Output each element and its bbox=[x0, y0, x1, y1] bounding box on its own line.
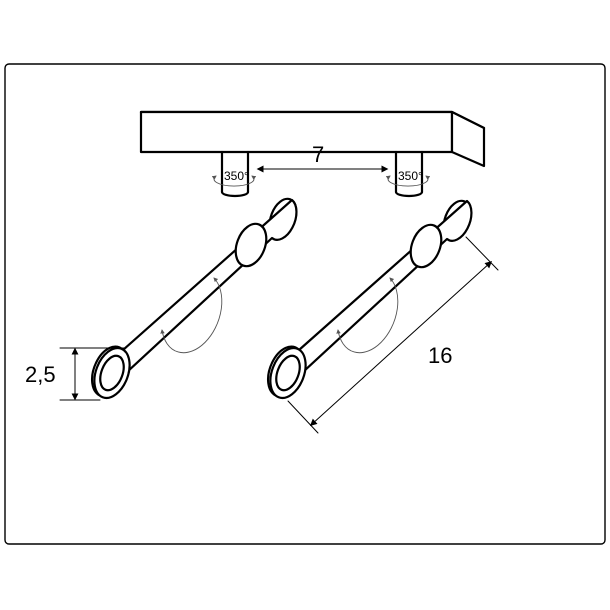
dim-diameter-label: 2,5 bbox=[25, 362, 56, 387]
dim-spacing-label: 7 bbox=[312, 142, 324, 167]
dim-length-label: 16 bbox=[428, 343, 452, 368]
rotation-right-label: 350° bbox=[398, 169, 423, 183]
rotation-left-label: 350° bbox=[224, 169, 249, 183]
